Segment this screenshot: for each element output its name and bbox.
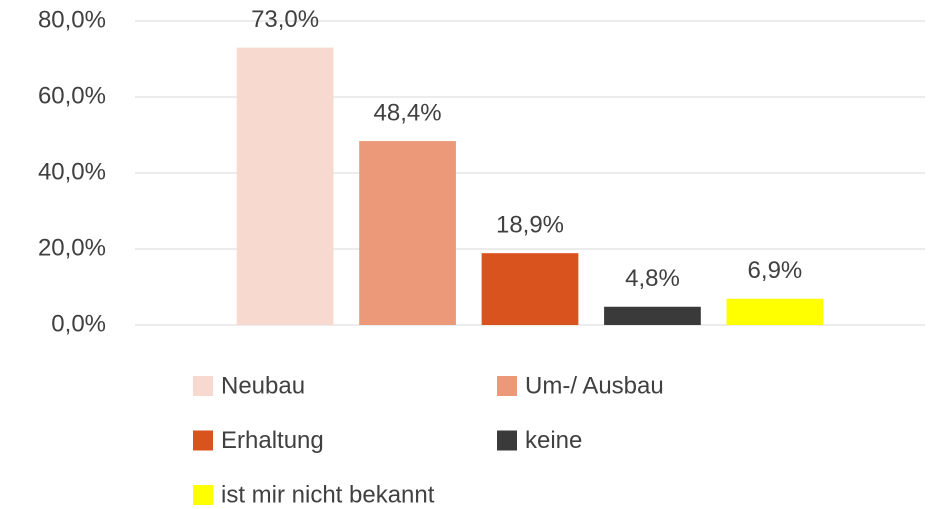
bar [604,306,701,325]
legend-label: Um-/ Ausbau [525,372,664,399]
legend-label: Erhaltung [221,427,324,454]
y-tick-label: 0,0% [51,310,106,337]
legend-label: ist mir nicht bekannt [221,481,435,508]
bar [481,253,579,325]
y-tick-label: 40,0% [38,158,106,185]
y-tick-label: 60,0% [38,82,106,109]
legend-label: Neubau [221,372,305,399]
legend-label: keine [525,427,582,454]
y-tick-label: 80,0% [38,6,106,33]
bar [726,298,824,325]
data-label: 6,9% [748,257,803,284]
legend-swatch [497,430,517,451]
data-label: 73,0% [251,6,319,33]
bar [359,141,456,325]
legend-swatch [193,430,213,451]
y-tick-label: 20,0% [38,234,106,261]
legend-swatch [193,376,213,396]
data-label: 4,8% [625,265,680,292]
data-label: 48,4% [374,99,442,126]
bar [236,47,334,325]
data-label: 18,9% [496,212,564,239]
legend-swatch [497,376,517,396]
legend-swatch [193,485,213,505]
